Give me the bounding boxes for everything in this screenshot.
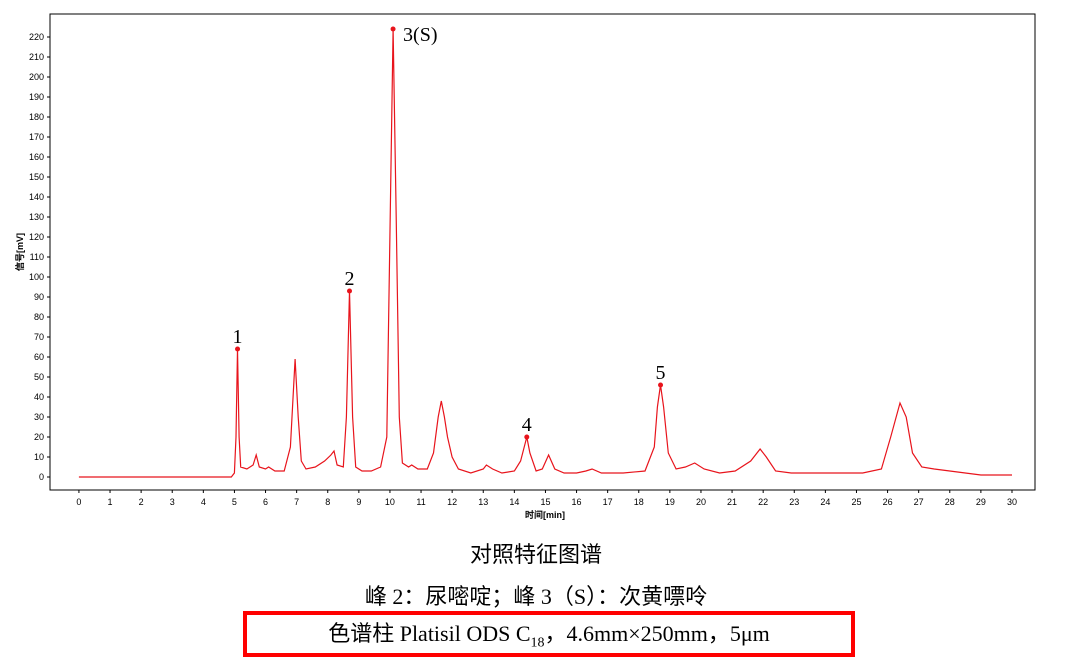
y-tick-label: 160 xyxy=(29,152,44,162)
x-tick-label: 17 xyxy=(603,497,613,507)
plot-frame xyxy=(49,13,1036,491)
chart: 信号[mV] 时间[min] 0102030405060708090100110… xyxy=(14,13,1036,520)
x-tick-label: 9 xyxy=(356,497,361,507)
x-tick-label: 24 xyxy=(820,497,830,507)
x-tick-label: 2 xyxy=(139,497,144,507)
y-tick-label: 180 xyxy=(29,112,44,122)
x-tick-label: 19 xyxy=(665,497,675,507)
x-tick-label: 11 xyxy=(416,497,425,507)
peak-marker xyxy=(347,288,353,294)
y-tick-label: 20 xyxy=(34,432,44,442)
peak-marker xyxy=(658,382,664,388)
column-text: ，4.6mm×250mm，5μm xyxy=(544,621,770,646)
x-tick-label: 4 xyxy=(201,497,206,507)
peak-label: 2 xyxy=(345,268,355,290)
y-tick-label: 80 xyxy=(34,312,44,322)
peak-marker xyxy=(235,346,241,352)
y-tick-label: 110 xyxy=(30,252,44,262)
y-tick-label: 130 xyxy=(29,212,44,222)
x-tick-label: 26 xyxy=(883,497,893,507)
column-sub: 18 xyxy=(530,635,545,651)
x-tick-label: 14 xyxy=(509,497,519,507)
x-tick-label: 30 xyxy=(1007,497,1017,507)
y-tick-label: 60 xyxy=(34,352,44,362)
y-tick-label: 70 xyxy=(34,332,44,342)
y-tick-label: 30 xyxy=(34,412,44,422)
peak-marker xyxy=(390,26,396,32)
peak-label: 5 xyxy=(656,362,666,384)
trace xyxy=(78,28,1012,478)
column-info: 色谱柱 Platisil ODS C18，4.6mm×250mm，5μm xyxy=(243,611,855,657)
x-tick-label: 21 xyxy=(727,497,737,507)
peak-label: 1 xyxy=(233,326,243,348)
column-text: 色谱柱 Platisil ODS C xyxy=(328,621,531,646)
y-tick-label: 10 xyxy=(34,452,44,462)
x-tick-label: 1 xyxy=(108,497,113,507)
x-tick-label: 22 xyxy=(758,497,768,507)
y-tick-label: 210 xyxy=(29,52,44,62)
y-tick-label: 190 xyxy=(29,92,44,102)
x-tick-label: 29 xyxy=(976,497,986,507)
x-tick-label: 23 xyxy=(789,497,799,507)
x-tick-label: 3 xyxy=(170,497,175,507)
y-tick-label: 220 xyxy=(29,32,44,42)
y-tick-label: 50 xyxy=(34,372,44,382)
x-tick-label: 20 xyxy=(696,497,706,507)
y-tick-label: 200 xyxy=(29,72,44,82)
x-tick-label: 6 xyxy=(263,497,268,507)
y-axis-label: 信号[mV] xyxy=(14,233,25,271)
x-tick-label: 10 xyxy=(385,497,395,507)
peak-label: 3(S) xyxy=(403,24,437,46)
x-tick-label: 5 xyxy=(232,497,237,507)
x-tick-label: 13 xyxy=(478,497,488,507)
x-tick-label: 18 xyxy=(634,497,644,507)
x-axis-label: 时间[min] xyxy=(525,509,565,520)
peak-marker xyxy=(524,434,530,440)
x-tick-label: 8 xyxy=(325,497,330,507)
caption-title: 对照特征图谱 xyxy=(469,542,602,567)
peak-label: 4 xyxy=(522,414,532,436)
x-tick-label: 12 xyxy=(447,497,457,507)
y-tick-label: 90 xyxy=(34,292,44,302)
y-tick-label: 170 xyxy=(29,132,44,142)
y-tick-label: 150 xyxy=(29,172,44,182)
x-tick-label: 7 xyxy=(294,497,299,507)
x-tick-label: 25 xyxy=(851,497,861,507)
y-tick-label: 40 xyxy=(34,392,44,402)
x-tick-label: 28 xyxy=(945,497,955,507)
caption-note: 峰 2：尿嘧啶；峰 3（S）：次黄嘌呤 xyxy=(364,584,708,609)
y-tick-label: 0 xyxy=(39,472,44,482)
y-tick-label: 120 xyxy=(29,232,44,242)
y-tick-label: 100 xyxy=(29,272,44,282)
x-tick-label: 27 xyxy=(914,497,924,507)
x-tick-label: 15 xyxy=(540,497,550,507)
y-tick-label: 140 xyxy=(29,192,44,202)
x-tick-label: 0 xyxy=(76,497,81,507)
x-tick-label: 16 xyxy=(572,497,582,507)
